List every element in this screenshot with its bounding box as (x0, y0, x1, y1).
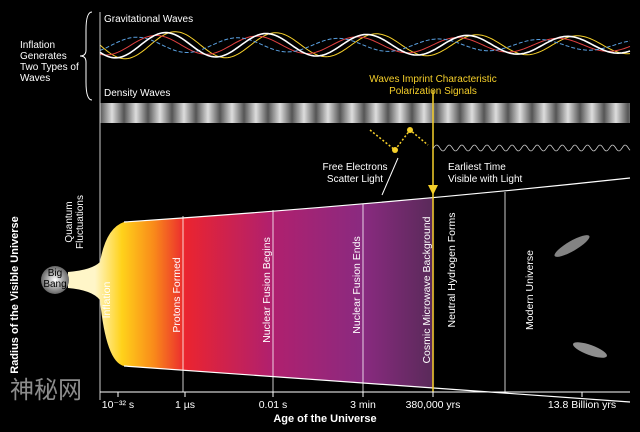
era-label: Modern Universe (524, 250, 536, 330)
funnel-outline (123, 177, 631, 403)
photon-wave (432, 144, 631, 152)
arrow-head (428, 185, 438, 195)
label: Gravitational Waves (104, 14, 193, 25)
label: Density Waves (104, 88, 170, 99)
note: Free Electrons Scatter Light (322, 162, 387, 185)
tick-label: 13.8 Billion yrs (548, 399, 616, 411)
note: Waves Imprint Characteristic Polarization… (369, 74, 496, 97)
x-axis-label: Age of the Universe (273, 413, 376, 425)
note: Earliest Time Visible with Light (448, 162, 523, 185)
tick-label: 380,000 yrs (406, 399, 461, 411)
density-wave-bar (100, 103, 630, 123)
era-label: Protons Formed (171, 257, 183, 332)
tick-label: 0.01 s (259, 399, 288, 411)
wave (99, 31, 631, 59)
note: QuantumFluctuations (64, 195, 86, 249)
watermark: 神秘网 (10, 376, 82, 404)
gravitational-waves (99, 31, 631, 60)
y-axis-label: Radius of the Visible Universe (9, 216, 21, 374)
universe-funnel (68, 178, 630, 402)
tick-label: 10⁻³² s (102, 399, 134, 411)
era-label: Neutral Hydrogen Forms (446, 213, 458, 328)
era-label: Cosmic Microwave Background (421, 216, 433, 363)
pointer (381, 157, 399, 196)
wave (99, 34, 631, 56)
big-bang (41, 266, 69, 294)
galaxy (554, 235, 590, 257)
brace (79, 11, 93, 101)
electron (392, 147, 398, 153)
note: Inflation Generates Two Types of Waves (20, 40, 79, 84)
era-label: Nuclear Fusion Ends (351, 236, 363, 333)
wave (99, 36, 631, 53)
galaxy (572, 342, 608, 358)
electron (407, 127, 413, 133)
era-label: Inflation (101, 281, 113, 318)
tick-label: 3 min (350, 399, 376, 411)
note: Big Bang (43, 268, 66, 290)
wave (99, 31, 631, 60)
era-lines (182, 192, 506, 392)
tick-label: 1 µs (175, 399, 195, 411)
scatter-path (369, 128, 429, 152)
era-label: Nuclear Fusion Begins (261, 237, 273, 343)
